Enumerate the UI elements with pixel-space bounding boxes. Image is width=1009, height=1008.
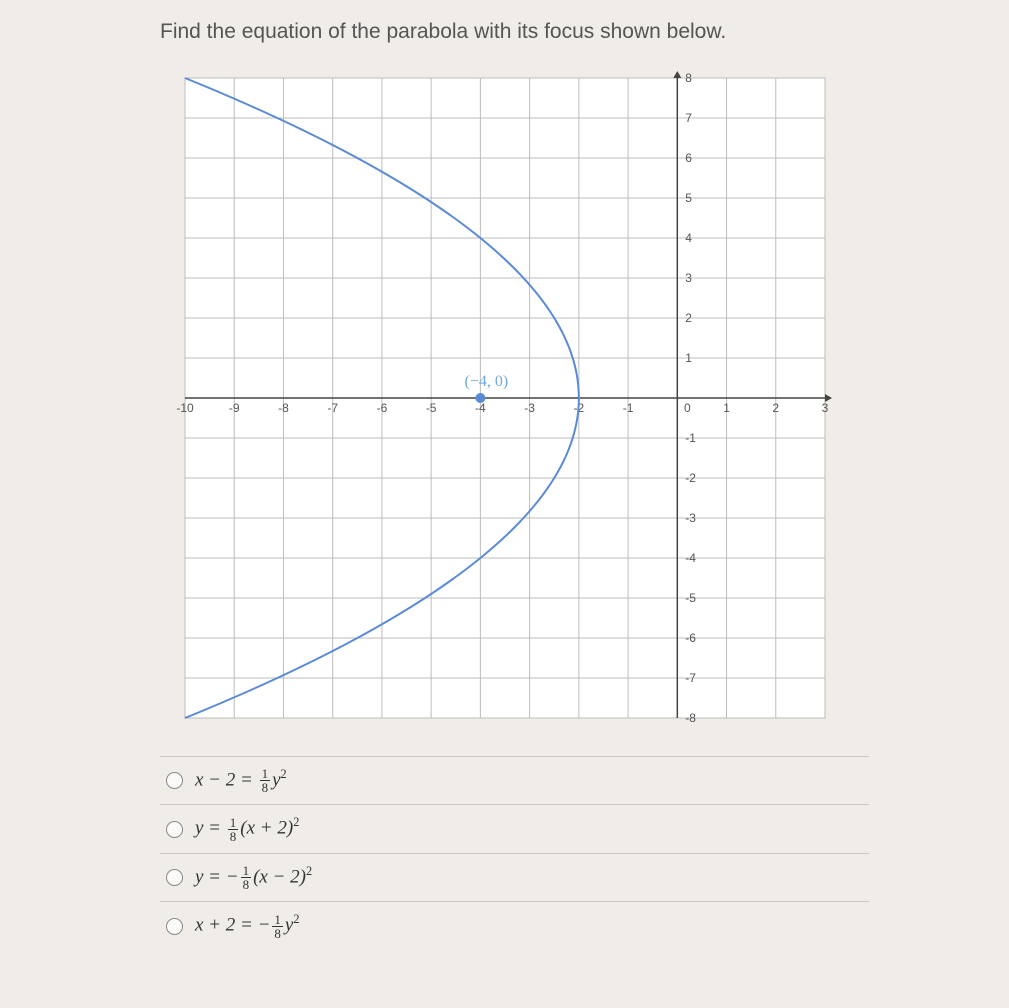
option-row[interactable]: y = −18(x − 2)2 (160, 853, 869, 901)
svg-text:-7: -7 (685, 671, 696, 685)
radio-icon[interactable] (166, 918, 183, 935)
svg-text:-5: -5 (425, 401, 436, 415)
option-row[interactable]: y = 18(x + 2)2 (160, 804, 869, 852)
svg-text:-9: -9 (228, 401, 239, 415)
svg-text:-3: -3 (524, 401, 535, 415)
svg-text:-6: -6 (685, 631, 696, 645)
option-row[interactable]: x + 2 = −18y2 (160, 901, 869, 949)
svg-text:5: 5 (685, 191, 692, 205)
svg-text:2: 2 (685, 311, 692, 325)
svg-text:4: 4 (685, 231, 692, 245)
equation: y = −18(x − 2)2 (195, 864, 312, 891)
svg-text:0: 0 (683, 401, 690, 415)
svg-text:7: 7 (685, 111, 692, 125)
svg-text:-1: -1 (622, 401, 633, 415)
equation: x + 2 = −18y2 (195, 912, 300, 939)
svg-text:-1: -1 (685, 431, 696, 445)
svg-text:1: 1 (723, 401, 730, 415)
svg-text:8: 8 (685, 71, 692, 85)
option-row[interactable]: x − 2 = 18y2 (160, 756, 869, 804)
svg-text:-3: -3 (685, 511, 696, 525)
svg-text:-4: -4 (685, 551, 696, 565)
svg-text:-6: -6 (376, 401, 387, 415)
svg-text:-8: -8 (278, 401, 289, 415)
svg-text:-8: -8 (685, 711, 696, 725)
svg-text:-7: -7 (327, 401, 338, 415)
answer-options: x − 2 = 18y2 y = 18(x + 2)2 y = −18(x − … (60, 756, 949, 950)
svg-text:(−4, 0): (−4, 0) (464, 373, 508, 390)
radio-icon[interactable] (166, 772, 183, 789)
question-prompt: Find the equation of the parabola with i… (60, 20, 949, 44)
svg-text:-2: -2 (685, 471, 696, 485)
svg-text:3: 3 (685, 271, 692, 285)
svg-text:6: 6 (685, 151, 692, 165)
radio-icon[interactable] (166, 869, 183, 886)
svg-text:-10: -10 (176, 401, 194, 415)
svg-text:-5: -5 (685, 591, 696, 605)
equation: x − 2 = 18y2 (195, 767, 287, 794)
svg-text:-4: -4 (475, 401, 486, 415)
equation: y = 18(x + 2)2 (195, 815, 299, 842)
svg-text:2: 2 (772, 401, 779, 415)
svg-text:3: 3 (821, 401, 828, 415)
svg-text:1: 1 (685, 351, 692, 365)
parabola-chart: -10-9-8-7-6-5-4-3-2-10123-8-7-6-5-4-3-2-… (175, 68, 835, 728)
radio-icon[interactable] (166, 821, 183, 838)
